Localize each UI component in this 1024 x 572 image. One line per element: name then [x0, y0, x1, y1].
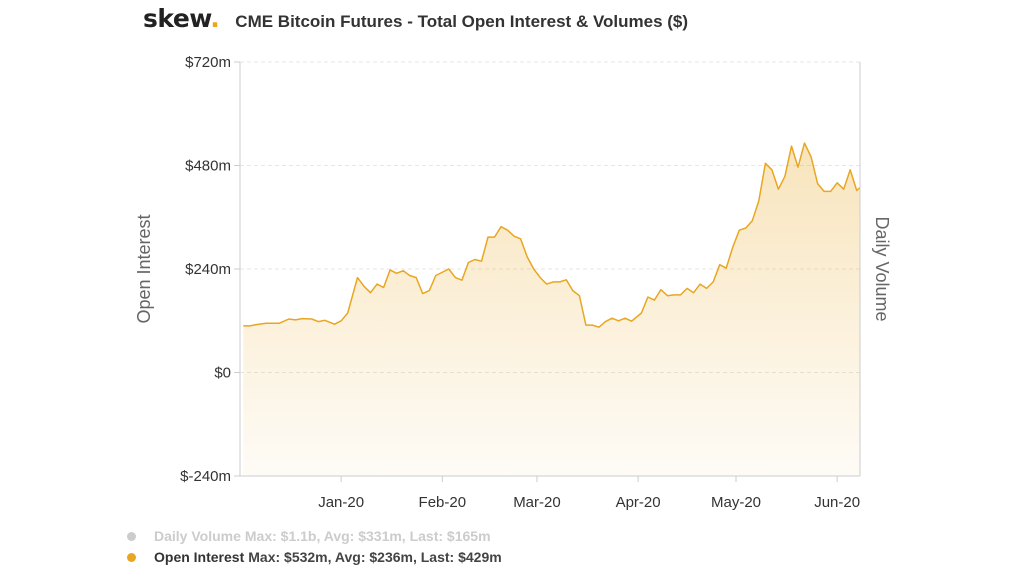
chart-header: skew. CME Bitcoin Futures - Total Open I…	[143, 4, 688, 36]
x-tick-label: Jun-20	[814, 494, 860, 511]
logo-dot: .	[210, 4, 220, 33]
legend-stats-open-interest: Max: $532m, Avg: $236m, Last: $429m	[248, 549, 502, 565]
label-layer: $-240m $0 $240m $480m $720m Jan-20 Feb-20 Mar-2…	[134, 54, 892, 511]
axis-layer	[234, 61, 861, 482]
y-tick-label: $720m	[185, 54, 231, 71]
legend-name-open-interest: Open Interest	[154, 549, 245, 565]
legend: Daily Volume Max: $1.1b, Avg: $331m, Las…	[127, 526, 502, 568]
legend-stats-daily-volume: Max: $1.1b, Avg: $331m, Last: $165m	[244, 528, 491, 544]
chart-title: CME Bitcoin Futures - Total Open Interes…	[235, 12, 689, 31]
legend-item-open-interest[interactable]: Open Interest Max: $532m, Avg: $236m, La…	[127, 547, 502, 568]
x-tick-label: May-20	[711, 494, 761, 511]
y-axis-title-left: Open Interest	[134, 214, 154, 323]
y-tick-label: $480m	[185, 158, 231, 175]
area-layer	[243, 142, 861, 476]
y-tick-label: $0	[214, 365, 231, 382]
legend-name-daily-volume: Daily Volume	[154, 528, 241, 544]
y-axis-title-right: Daily Volume	[872, 216, 892, 321]
logo-text: skew	[143, 4, 211, 33]
series-line	[243, 142, 861, 328]
legend-marker-daily-volume	[127, 532, 136, 541]
y-tick-label: $-240m	[180, 468, 231, 485]
legend-item-daily-volume[interactable]: Daily Volume Max: $1.1b, Avg: $331m, Las…	[127, 526, 502, 547]
series-area-fill	[243, 143, 861, 476]
x-tick-label: Feb-20	[419, 494, 467, 511]
legend-marker-open-interest	[127, 553, 136, 562]
skew-logo[interactable]: skew.	[143, 4, 220, 33]
x-tick-label: Mar-20	[513, 494, 561, 511]
x-tick-label: Jan-20	[318, 494, 364, 511]
y-tick-label: $240m	[185, 261, 231, 278]
x-tick-label: Apr-20	[616, 494, 661, 511]
